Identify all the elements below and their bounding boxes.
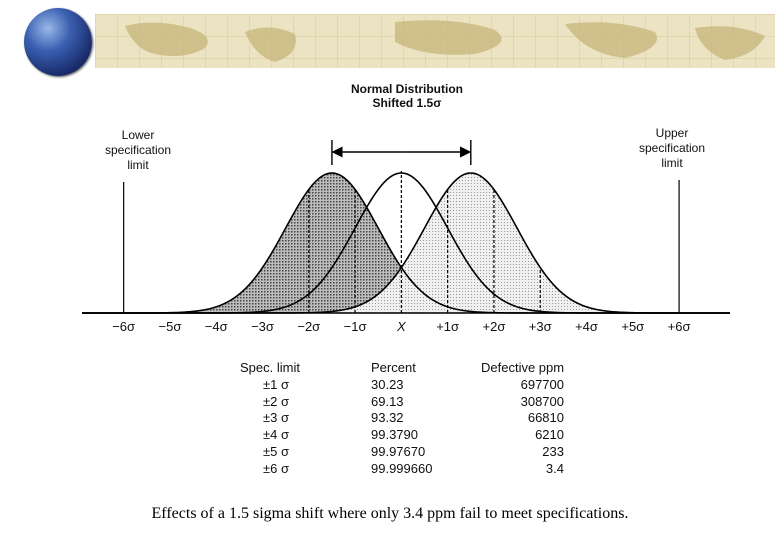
table-header: Defective ppm: [481, 360, 565, 375]
table-cell: ±3 σ: [263, 410, 289, 426]
curve-fill-shifted-right: [82, 173, 730, 313]
table-cell: 99.999660: [371, 460, 433, 476]
x-tick-label: −2σ: [297, 319, 320, 334]
globe-icon: [24, 8, 92, 76]
x-tick-label: −6σ: [112, 319, 135, 334]
table-cell: ±1 σ: [263, 376, 289, 392]
table-cell: 93.32: [371, 410, 404, 426]
world-map-graphic: [95, 14, 775, 68]
x-tick-label: X: [396, 319, 407, 334]
table-cell: 69.13: [371, 393, 404, 409]
figure-title-line1: Normal Distribution: [350, 82, 463, 96]
x-tick-label: +5σ: [621, 319, 644, 334]
column-defective-ppm: Defective ppm 697700 308700 66810 6210 233 3.…: [481, 360, 564, 478]
table-cell: 233: [542, 443, 564, 459]
table-cell: 66810: [527, 410, 564, 426]
figure-title: Normal Distribution Shifted 1.5σ: [300, 82, 514, 110]
table-cell: ±6 σ: [263, 460, 289, 476]
x-tick-label: +2σ: [483, 319, 506, 334]
table-cell: 6210: [535, 427, 564, 443]
table-cell: 3.4: [545, 460, 564, 476]
table-cell: 99.97670: [371, 443, 426, 459]
table-header: Percent: [371, 360, 416, 375]
table-cell: ±5 σ: [263, 443, 289, 459]
lower-spec-label: Lower specification limit: [104, 128, 172, 172]
x-tick-label: +4σ: [575, 319, 598, 334]
x-tick-label: −1σ: [344, 319, 367, 334]
table-header: Spec. limit: [240, 360, 300, 375]
table-cell: ±4 σ: [263, 427, 289, 443]
table-cell: 99.3790: [371, 427, 418, 443]
column-percent: Percent 30.23 69.13 93.32 99.3790 99.97670 99…: [371, 360, 432, 478]
x-tick-label: −3σ: [251, 319, 274, 334]
table-cell: 697700: [520, 376, 564, 392]
x-tick-label: +1σ: [436, 319, 459, 334]
column-spec-limit: Spec. limit ±1 σ ±2 σ ±3 σ ±4 σ ±5 σ ±6 σ: [240, 360, 300, 478]
table-cell: 308700: [520, 393, 564, 409]
distribution-chart: −6σ −5σ −4σ −3σ −2σ −1σ X +1σ +2σ +3σ +4σ +5σ +6σ: [82, 140, 730, 334]
header-banner: [95, 14, 775, 68]
x-tick-label: +6σ: [668, 319, 691, 334]
x-tick-label: +3σ: [529, 319, 552, 334]
upper-spec-label: Upper specification limit: [638, 126, 706, 170]
figure-title-line2: Shifted 1.5σ: [372, 96, 442, 110]
table-cell: ±2 σ: [263, 393, 289, 409]
x-tick-label: −5σ: [159, 319, 182, 334]
table-cell: 30.23: [371, 376, 404, 392]
x-tick-label: −4σ: [205, 319, 228, 334]
caption: Effects of a 1.5 sigma shift where only …: [151, 505, 629, 522]
